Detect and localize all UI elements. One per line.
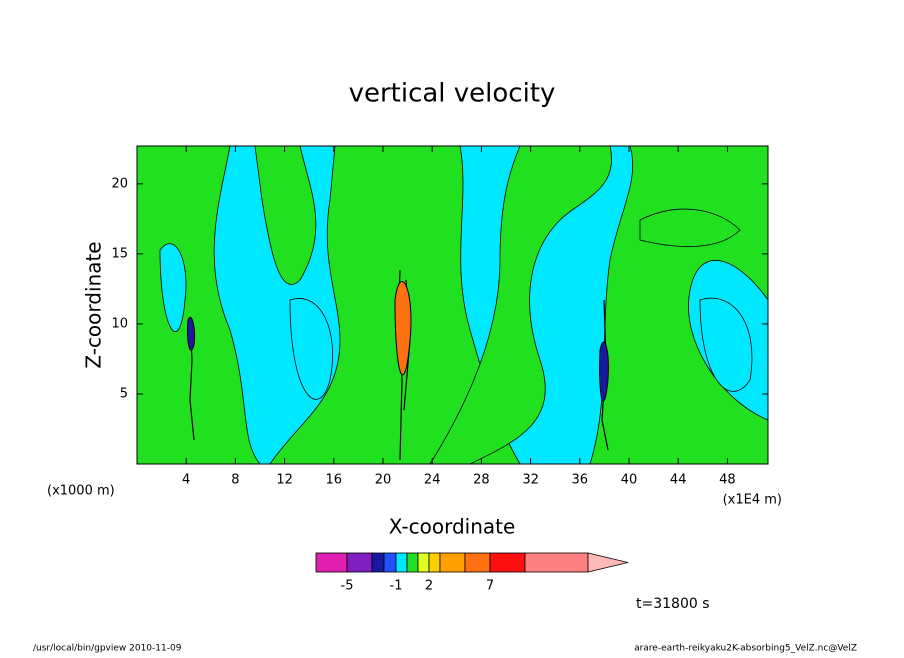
x-unit: (x1E4 m): [723, 493, 782, 508]
colorbar-segment: [464, 552, 491, 573]
colorbar-segment: [524, 552, 589, 573]
contour-green: [136, 145, 769, 465]
colorbar-tick-label: -5: [341, 579, 354, 594]
colorbar: -5 -1 2 7: [315, 552, 629, 594]
contour-region: [699, 297, 753, 392]
colorbar-arrow: [587, 552, 629, 573]
colorbar-segment: [315, 552, 348, 573]
chart-title: vertical velocity: [349, 79, 556, 109]
x-axis-label: X-coordinate: [389, 515, 516, 539]
colorbar-tick-label: 2: [425, 579, 433, 594]
footer-right: arare-earth-reikyaku2K-absorbing5_VelZ.n…: [634, 644, 857, 654]
contour-region: [159, 243, 187, 333]
colorbar-segment: [439, 552, 466, 573]
colorbar-tick-label: -1: [390, 579, 403, 594]
x-tick-label: 20: [375, 473, 392, 488]
contour-cores: [187, 280, 609, 402]
x-tick-label: 32: [522, 473, 539, 488]
contour-core: [187, 317, 195, 351]
contour-region: [136, 145, 261, 465]
x-tick-label: 8: [231, 473, 239, 488]
contour-region: [289, 298, 333, 400]
y-tick-label: 20: [111, 176, 128, 191]
colorbar-segment: [417, 552, 430, 573]
contour-cyan: [159, 243, 753, 400]
contour-field: [136, 145, 769, 465]
contour-region: [429, 145, 612, 465]
time-annotation: t=31800 s: [636, 596, 710, 612]
colorbar-tick-label: 7: [486, 579, 494, 594]
x-tick-label: 4: [182, 473, 190, 488]
y-axis-label: Z-coordinate: [82, 241, 106, 368]
contour-region: [639, 208, 741, 247]
x-tick-label: 36: [572, 473, 589, 488]
y-tick-label: 10: [111, 316, 128, 331]
plot-frame: [136, 145, 769, 465]
x-tick-label: 44: [670, 473, 687, 488]
x-tick-label: 16: [326, 473, 343, 488]
x-tick-label: 12: [276, 473, 293, 488]
colorbar-segment: [489, 552, 526, 573]
y-tick-label: 15: [111, 246, 128, 261]
x-tick-label: 24: [424, 473, 441, 488]
colorbar-segment: [383, 552, 397, 573]
colorbar-segment: [395, 552, 408, 573]
colorbar-segment: [371, 552, 385, 573]
contour-core: [599, 341, 609, 402]
colorbar-segment: [428, 552, 441, 573]
contour-region: [254, 145, 317, 285]
y-unit: (x1000 m): [47, 484, 115, 499]
x-tick-label: 28: [473, 473, 490, 488]
x-tick-label: 40: [621, 473, 638, 488]
colorbar-segment: [346, 552, 373, 573]
y-tick-label: 5: [120, 386, 128, 401]
footer-left: /usr/local/bin/gpview 2010-11-09: [33, 644, 182, 654]
colorbar-segment: [406, 552, 419, 573]
x-tick-label: 48: [719, 473, 736, 488]
contour-core: [394, 280, 412, 376]
